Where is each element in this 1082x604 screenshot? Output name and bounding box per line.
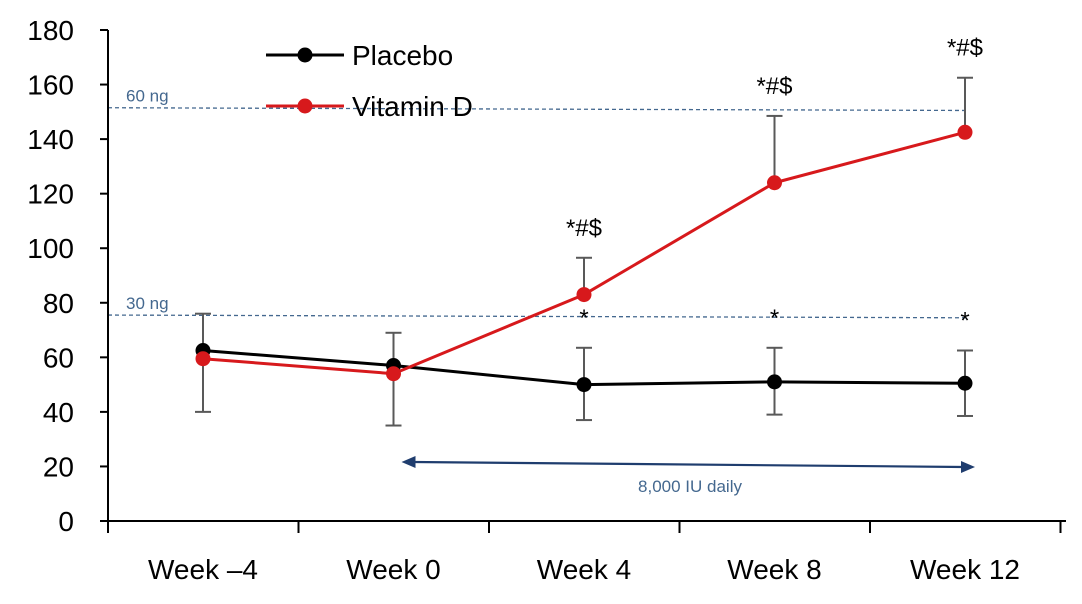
reference-line-30-ng	[107, 314, 968, 319]
x-tick-label: Week 12	[910, 554, 1020, 585]
data-point-vitamin-d	[195, 351, 211, 367]
legend-label-placebo: Placebo	[352, 40, 453, 71]
y-tick-label: 40	[43, 397, 74, 428]
data-point-placebo	[576, 377, 592, 393]
dosing-arrow-shaft	[413, 460, 964, 469]
series-line-vitamin-d	[202, 130, 966, 376]
data-point-vitamin-d	[576, 287, 592, 303]
data-point-vitamin-d	[957, 124, 973, 140]
data-point-placebo	[957, 375, 973, 391]
y-tick-label: 120	[27, 179, 74, 210]
y-tick-label: 60	[43, 342, 74, 373]
reference-line-60-ng	[107, 107, 968, 112]
significance-marker-vitamin-d: *#$	[566, 215, 602, 242]
significance-marker-vitamin-d: *#$	[756, 73, 792, 100]
y-tick-label: 140	[27, 124, 74, 155]
dosing-arrow-head-right	[961, 461, 975, 473]
legend-label-vitamin-d: Vitamin D	[352, 91, 473, 122]
series	[195, 124, 973, 393]
legend: Placebo Vitamin D	[266, 40, 473, 122]
y-tick-label: 100	[27, 233, 74, 264]
reference-lines: 60 ng 30 ng	[107, 87, 968, 319]
legend-swatch-marker-vitamin-d	[297, 98, 313, 114]
significance-marker-placebo: *	[960, 308, 969, 335]
dosing-arrow-head-left	[401, 456, 416, 468]
reference-line-label-30-ng: 30 ng	[126, 294, 169, 313]
y-tick-label: 160	[27, 70, 74, 101]
x-tick-label: Week –4	[148, 554, 258, 585]
y-tick-label: 80	[43, 288, 74, 319]
axes: 0 20 40 60 80 100 120 140 160 180 Week –4 Week 0 Wee…	[27, 15, 1066, 585]
data-point-vitamin-d	[386, 366, 401, 382]
significance-marker-placebo: *	[579, 305, 588, 332]
data-point-vitamin-d	[767, 175, 782, 191]
annotations: * * * *#$ *#$ *#$	[566, 35, 983, 335]
y-tick-label: 180	[27, 15, 74, 46]
data-point-placebo	[767, 374, 782, 390]
dosing-arrow-label: 8,000 IU daily	[638, 477, 742, 496]
error-bars	[195, 76, 973, 427]
dosing-arrow: 8,000 IU daily	[401, 456, 975, 496]
reference-line-label-60-ng: 60 ng	[126, 87, 169, 106]
x-tick-label: Week 0	[346, 554, 440, 585]
y-tick-label: 0	[58, 506, 74, 537]
y-tick-label: 20	[43, 451, 74, 482]
significance-marker-vitamin-d: *#$	[947, 35, 983, 62]
legend-swatch-marker-placebo	[297, 47, 313, 63]
x-tick-label: Week 4	[537, 554, 631, 585]
x-tick-label: Week 8	[727, 554, 821, 585]
significance-marker-placebo: *	[770, 305, 779, 332]
